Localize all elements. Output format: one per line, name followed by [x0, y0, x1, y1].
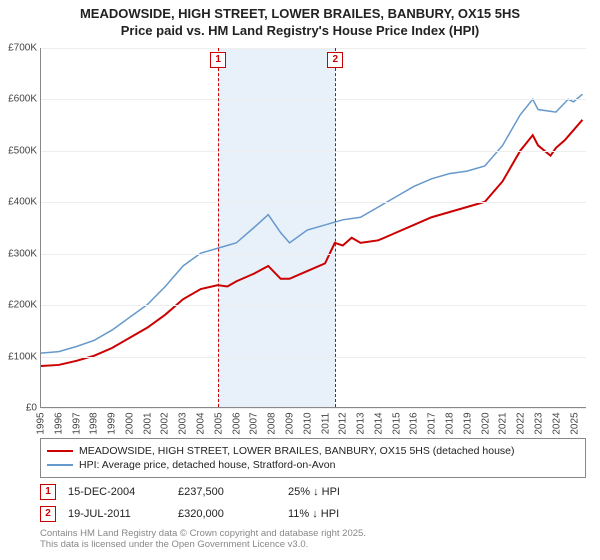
- legend-label-1: MEADOWSIDE, HIGH STREET, LOWER BRAILES, …: [79, 445, 515, 457]
- y-tick-label: £400K: [3, 197, 37, 208]
- x-tick-label: 2025: [569, 412, 580, 434]
- legend-box: MEADOWSIDE, HIGH STREET, LOWER BRAILES, …: [40, 438, 586, 478]
- sale-delta: 11% ↓ HPI: [288, 508, 398, 520]
- sale-date: 15-DEC-2004: [68, 486, 178, 498]
- y-tick-label: £700K: [3, 43, 37, 54]
- legend-block: MEADOWSIDE, HIGH STREET, LOWER BRAILES, …: [40, 438, 586, 551]
- x-tick-label: 2009: [284, 412, 295, 434]
- x-tick-label: 2023: [533, 412, 544, 434]
- chart-svg: [41, 48, 586, 407]
- x-tick-label: 2006: [231, 412, 242, 434]
- title-line-2: Price paid vs. HM Land Registry's House …: [0, 23, 600, 40]
- plot-area: £0£100K£200K£300K£400K£500K£600K£700K199…: [40, 48, 586, 408]
- legend-label-2: HPI: Average price, detached house, Stra…: [79, 459, 335, 471]
- x-tick-label: 2002: [160, 412, 171, 434]
- title-line-1: MEADOWSIDE, HIGH STREET, LOWER BRAILES, …: [0, 6, 600, 23]
- gridline-h: [41, 357, 586, 358]
- x-tick-label: 1996: [53, 412, 64, 434]
- x-tick-label: 2013: [356, 412, 367, 434]
- x-tick-label: 2021: [498, 412, 509, 434]
- sale-price: £237,500: [178, 486, 288, 498]
- title-block: MEADOWSIDE, HIGH STREET, LOWER BRAILES, …: [0, 0, 600, 40]
- x-tick-label: 2004: [196, 412, 207, 434]
- x-tick-label: 2011: [320, 413, 331, 435]
- chart-container: MEADOWSIDE, HIGH STREET, LOWER BRAILES, …: [0, 0, 600, 560]
- y-tick-label: £0: [3, 403, 37, 414]
- footer-line-1: Contains HM Land Registry data © Crown c…: [40, 528, 586, 539]
- sales-rows: 1 15-DEC-2004£237,50025% ↓ HPI 2 19-JUL-201…: [40, 484, 586, 522]
- gridline-h: [41, 202, 586, 203]
- series-property: [41, 120, 582, 366]
- gridline-h: [41, 48, 586, 49]
- x-tick-label: 1997: [71, 412, 82, 434]
- gridline-h: [41, 254, 586, 255]
- y-tick-label: £100K: [3, 351, 37, 362]
- x-tick-label: 1998: [89, 412, 100, 434]
- footer-line-2: This data is licensed under the Open Gov…: [40, 539, 586, 550]
- sale-delta: 25% ↓ HPI: [288, 486, 398, 498]
- gridline-h: [41, 305, 586, 306]
- y-tick-label: £200K: [3, 300, 37, 311]
- x-tick-label: 2007: [249, 412, 260, 434]
- y-tick-label: £500K: [3, 145, 37, 156]
- x-tick-label: 2010: [302, 412, 313, 434]
- x-tick-label: 2016: [409, 412, 420, 434]
- x-tick-label: 2014: [373, 412, 384, 434]
- sale-row: 1 15-DEC-2004£237,50025% ↓ HPI: [40, 484, 586, 500]
- x-tick-label: 2003: [178, 412, 189, 434]
- sale-badge: 2: [40, 506, 56, 522]
- legend-row-1: MEADOWSIDE, HIGH STREET, LOWER BRAILES, …: [47, 445, 579, 457]
- gridline-h: [41, 99, 586, 100]
- gridline-h: [41, 408, 586, 409]
- marker-line: [218, 48, 219, 407]
- x-tick-label: 2020: [480, 412, 491, 434]
- x-tick-label: 2012: [338, 412, 349, 434]
- sale-badge: 1: [40, 484, 56, 500]
- x-tick-label: 2017: [427, 412, 438, 434]
- y-tick-label: £600K: [3, 94, 37, 105]
- x-tick-label: 2022: [516, 412, 527, 434]
- marker-badge: 2: [327, 52, 343, 68]
- footer-note: Contains HM Land Registry data © Crown c…: [40, 528, 586, 551]
- x-tick-label: 2005: [213, 412, 224, 434]
- legend-swatch-1: [47, 450, 73, 452]
- gridline-h: [41, 151, 586, 152]
- sale-row: 2 19-JUL-2011£320,00011% ↓ HPI: [40, 506, 586, 522]
- legend-row-2: HPI: Average price, detached house, Stra…: [47, 459, 579, 471]
- marker-badge: 1: [210, 52, 226, 68]
- legend-swatch-2: [47, 464, 73, 466]
- x-tick-label: 2008: [267, 412, 278, 434]
- x-tick-label: 2001: [142, 412, 153, 434]
- sale-price: £320,000: [178, 508, 288, 520]
- x-tick-label: 1999: [107, 412, 118, 434]
- y-tick-label: £300K: [3, 248, 37, 259]
- x-tick-label: 2015: [391, 412, 402, 434]
- x-tick-label: 2000: [124, 412, 135, 434]
- x-tick-label: 1995: [36, 412, 47, 434]
- x-tick-label: 2018: [445, 412, 456, 434]
- x-tick-label: 2024: [551, 412, 562, 434]
- marker-line: [335, 48, 336, 407]
- sale-date: 19-JUL-2011: [68, 508, 178, 520]
- x-tick-label: 2019: [462, 412, 473, 434]
- series-hpi: [41, 94, 582, 353]
